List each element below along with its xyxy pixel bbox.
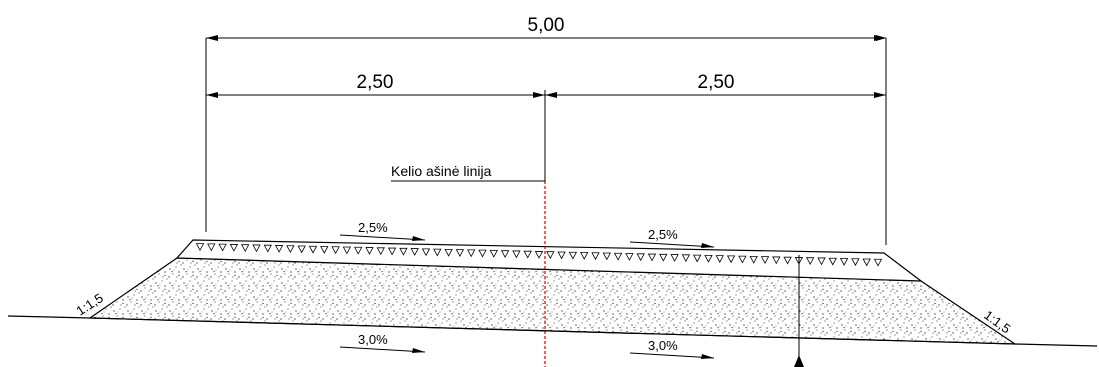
dimension-left-half-label: 2,50 xyxy=(357,72,394,93)
pavement-hatch-triangle xyxy=(274,245,284,253)
pavement-hatch-triangle xyxy=(783,256,792,265)
pavement-hatch-triangle xyxy=(387,247,397,256)
pavement-hatch-triangle xyxy=(659,253,668,262)
pavement-hatch-triangle xyxy=(478,249,487,258)
pavement-hatch-triangle xyxy=(410,248,419,256)
pavement-hatch-triangle xyxy=(218,243,227,252)
bottom-slope-left-label: 3,0% xyxy=(358,332,388,347)
pavement-hatch-triangle xyxy=(229,244,239,252)
pavement-hatch-triangle xyxy=(320,246,329,254)
pavement-hatch-triangle xyxy=(693,254,702,263)
pavement-hatch-triangle xyxy=(670,254,679,262)
pavement-hatch-triangle xyxy=(580,252,589,260)
pavement-hatch-triangle xyxy=(467,249,476,258)
pavement-hatch-triangle xyxy=(500,250,510,259)
pavement-hatch-triangle xyxy=(726,255,736,264)
pavement-hatch-triangle xyxy=(772,256,781,265)
pavement-hatch-triangle xyxy=(625,253,634,261)
pavement-hatch-triangle xyxy=(241,244,250,253)
pavement-hatch-triangle xyxy=(195,243,205,251)
bottom-slope-right-label: 3,0% xyxy=(648,338,678,353)
dimension-right-half-label: 2,50 xyxy=(698,72,735,93)
pavement-hatch-triangle xyxy=(455,249,465,257)
pavement-hatch-triangle xyxy=(851,258,860,267)
bottom-slope-right-arrowhead xyxy=(701,354,714,359)
pavement-hatch-triangle xyxy=(207,243,216,252)
pavement-hatch-triangle xyxy=(512,250,521,259)
pavement-hatch-triangle xyxy=(444,248,453,257)
pavement-hatch-triangle xyxy=(308,245,318,254)
pavement-hatch-triangle xyxy=(252,244,261,253)
pavement-hatch-triangle xyxy=(647,253,657,262)
bottom-slope-left-arrow xyxy=(339,346,426,353)
pavement-hatch-triangle xyxy=(421,248,431,257)
ground-line-left xyxy=(7,315,91,319)
ground-line-right xyxy=(1014,343,1098,347)
pavement-hatch-triangle xyxy=(862,258,871,267)
edge-marker-arrow xyxy=(794,355,804,367)
pavement-hatch-triangle xyxy=(263,244,272,253)
pavement-hatch-triangle xyxy=(376,247,385,256)
pavement-hatch-triangle xyxy=(489,250,498,258)
subgrade-line xyxy=(89,317,1016,345)
pavement-hatch-triangle xyxy=(568,251,578,260)
pavement-hatch-triangle xyxy=(342,246,352,255)
pavement-hatch-triangle xyxy=(354,246,363,255)
top-slope-right-arrowhead xyxy=(701,243,714,248)
bottom-slope-right-arrow xyxy=(629,352,715,359)
pavement-hatch-triangle xyxy=(839,258,849,266)
pavement-hatch-triangle xyxy=(286,245,295,254)
centerline-label: Kelio ašinė linija xyxy=(391,163,492,179)
top-slope-left-arrow xyxy=(339,234,426,241)
pavement-triangle-hatch xyxy=(195,243,883,267)
pavement-hatch-triangle xyxy=(760,256,770,265)
pavement-hatch-triangle xyxy=(534,251,544,259)
pavement-hatch-triangle xyxy=(399,247,408,256)
top-slope-left-label: 2,5% xyxy=(358,220,388,235)
bottom-slope-left-arrowhead xyxy=(412,348,425,353)
pavement-hatch-triangle xyxy=(602,252,611,261)
pavement-hatch-triangle xyxy=(715,255,724,263)
pavement-hatch-triangle xyxy=(817,257,826,266)
pavement-hatch-triangle xyxy=(591,252,600,261)
dimension-total-label: 5,00 xyxy=(528,15,565,36)
pavement-hatch-triangle xyxy=(331,246,340,255)
pavement-hatch-triangle xyxy=(873,258,883,267)
pavement-hatch-triangle xyxy=(738,255,747,264)
pavement-hatch-triangle xyxy=(828,257,837,266)
pavement-hatch-triangle xyxy=(749,255,758,264)
pavement-layer xyxy=(175,239,923,282)
pavement-hatch-triangle xyxy=(523,250,532,259)
top-slope-left-arrowhead xyxy=(412,236,425,241)
top-slope-right-arrow xyxy=(629,241,715,248)
pavement-hatch-triangle xyxy=(365,247,374,255)
pavement-hatch-triangle xyxy=(681,254,691,263)
pavement-hatch-triangle xyxy=(546,251,555,260)
top-slope-right-label: 2,5% xyxy=(648,227,678,242)
pavement-hatch-triangle xyxy=(806,257,815,266)
pavement-hatch-triangle xyxy=(433,248,442,257)
pavement-hatch-triangle xyxy=(704,254,713,263)
pavement-hatch-triangle xyxy=(557,251,566,260)
pavement-hatch-triangle xyxy=(613,252,623,261)
pavement-hatch-triangle xyxy=(636,253,645,262)
pavement-hatch-triangle xyxy=(297,245,306,254)
